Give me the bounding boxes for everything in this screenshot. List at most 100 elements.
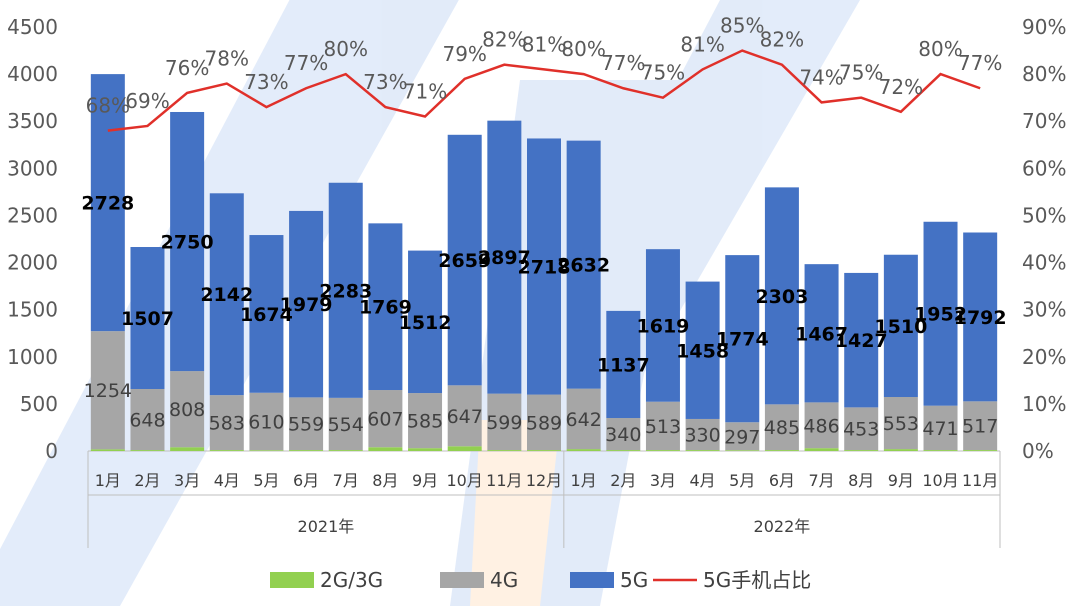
data-label-4g: 554 — [328, 414, 364, 436]
x-tick-label: 1月 — [571, 471, 597, 490]
x-tick-label: 7月 — [333, 471, 359, 490]
data-label-4g: 453 — [843, 419, 879, 441]
data-label-5g: 2632 — [557, 255, 610, 277]
x-tick-label: 2月 — [134, 471, 160, 490]
bar-segment-2G-3G — [209, 450, 244, 451]
data-label-4g: 589 — [526, 412, 562, 434]
data-label-4g: 808 — [169, 399, 205, 421]
bar-segment-2G-3G — [408, 448, 443, 451]
y-left-tick-label: 1500 — [7, 298, 58, 322]
y-left-tick-label: 4000 — [7, 62, 58, 86]
data-label-5g: 1979 — [280, 294, 333, 316]
data-label-5g-share: 69% — [125, 89, 169, 113]
bar-segment-5G — [408, 250, 443, 394]
bar-segment-4G — [804, 402, 839, 449]
data-label-5g: 2718 — [518, 257, 571, 279]
data-label-5g-share: 71% — [403, 80, 447, 104]
line-series-5g-share — [107, 49, 981, 132]
data-label-5g-share: 82% — [760, 28, 804, 52]
x-tick-label: 7月 — [808, 471, 834, 490]
x-tick-label: 9月 — [888, 471, 914, 490]
bar-segment-2G-3G — [963, 450, 998, 451]
data-label-4g: 642 — [566, 409, 602, 431]
y-right-tick-label: 0% — [1022, 439, 1054, 463]
bar-segment-5G — [447, 134, 482, 386]
x-tick-label: 6月 — [769, 471, 795, 490]
bar-segment-5G — [685, 281, 720, 419]
bar-segment-4G — [725, 422, 760, 451]
bar-segment-4G — [844, 407, 879, 451]
data-label-4g: 585 — [407, 411, 443, 433]
y-right-tick-label: 10% — [1022, 392, 1066, 416]
data-label-4g: 607 — [367, 409, 403, 431]
bar-segment-2G-3G — [487, 450, 522, 451]
x-tick-label: 9月 — [412, 471, 438, 490]
bar-segment-5G — [883, 254, 918, 398]
bar-segment-5G — [130, 247, 165, 390]
data-label-5g: 2303 — [755, 286, 808, 308]
data-label-4g: 648 — [129, 410, 165, 432]
bar-segment-2G-3G — [923, 450, 958, 451]
data-label-5g-share: 80% — [561, 37, 605, 61]
y-left-tick-label: 500 — [20, 392, 58, 416]
bar-segment-4G — [447, 385, 482, 447]
data-label-4g: 340 — [605, 424, 641, 446]
bar-segment-2G-3G — [883, 449, 918, 451]
data-label-5g-share: 80% — [324, 37, 368, 61]
bar-segment-5G — [487, 120, 522, 394]
bar-segment-4G — [963, 401, 998, 451]
data-label-4g: 517 — [962, 416, 998, 438]
bar-segment-4G — [328, 397, 363, 451]
x-tick-label: 10月 — [922, 471, 958, 490]
bar-segment-5G — [209, 193, 244, 396]
bar-segment-4G — [566, 388, 601, 450]
legend-label: 5G手机占比 — [703, 568, 811, 592]
bar-segment-5G — [764, 187, 799, 405]
data-label-5g: 1512 — [399, 312, 452, 334]
y-right-tick-label: 60% — [1022, 156, 1066, 180]
data-label-5g: 2728 — [81, 193, 134, 215]
data-label-5g-share: 74% — [799, 65, 843, 89]
bar-segment-2G-3G — [130, 450, 165, 451]
y-right-tick-label: 90% — [1022, 15, 1066, 39]
data-label-5g-share: 81% — [522, 32, 566, 56]
x-tick-label: 3月 — [650, 471, 676, 490]
data-label-5g-share: 76% — [165, 56, 209, 80]
data-label-5g-share: 68% — [86, 94, 130, 118]
bar-segment-4G — [764, 404, 799, 451]
bar-segment-5G — [566, 140, 601, 389]
data-label-5g-share: 72% — [879, 75, 923, 99]
data-label-5g: 2142 — [200, 284, 253, 306]
y-right-tick-label: 40% — [1022, 251, 1066, 275]
data-label-5g: 1467 — [795, 323, 848, 345]
bar-segment-2G-3G — [289, 450, 324, 451]
data-label-5g: 1137 — [597, 354, 650, 376]
bar-segment-2G-3G — [566, 449, 601, 451]
bar-segment-5G — [328, 182, 363, 398]
y-right-tick-label: 50% — [1022, 203, 1066, 227]
x-tick-label: 6月 — [293, 471, 319, 490]
data-label-5g-share: 80% — [918, 37, 962, 61]
bar-segment-4G — [130, 389, 165, 451]
legend-label: 5G — [620, 568, 648, 592]
data-label-5g: 1774 — [716, 329, 769, 351]
data-label-5g: 2283 — [319, 280, 372, 302]
legend-label: 4G — [490, 568, 518, 592]
data-label-5g-share: 73% — [244, 70, 288, 94]
bar-segment-5G — [368, 223, 403, 391]
bar-segment-5G — [606, 310, 641, 419]
data-label-4g: 297 — [724, 426, 760, 448]
bar-segment-5G — [844, 272, 879, 408]
legend-swatch — [270, 572, 314, 588]
data-label-5g-share: 78% — [205, 47, 249, 71]
data-label-5g: 2750 — [161, 232, 214, 254]
data-label-4g: 553 — [883, 413, 919, 435]
bar-segment-2G-3G — [170, 447, 205, 451]
data-label-5g: 1769 — [359, 297, 412, 319]
bars-group — [90, 74, 998, 451]
x-tick-label: 12月 — [526, 471, 562, 490]
data-label-5g: 1510 — [874, 316, 927, 338]
data-label-5g-share: 75% — [641, 61, 685, 85]
x-tick-label: 11月 — [962, 471, 998, 490]
data-label-5g-share: 77% — [601, 51, 645, 75]
